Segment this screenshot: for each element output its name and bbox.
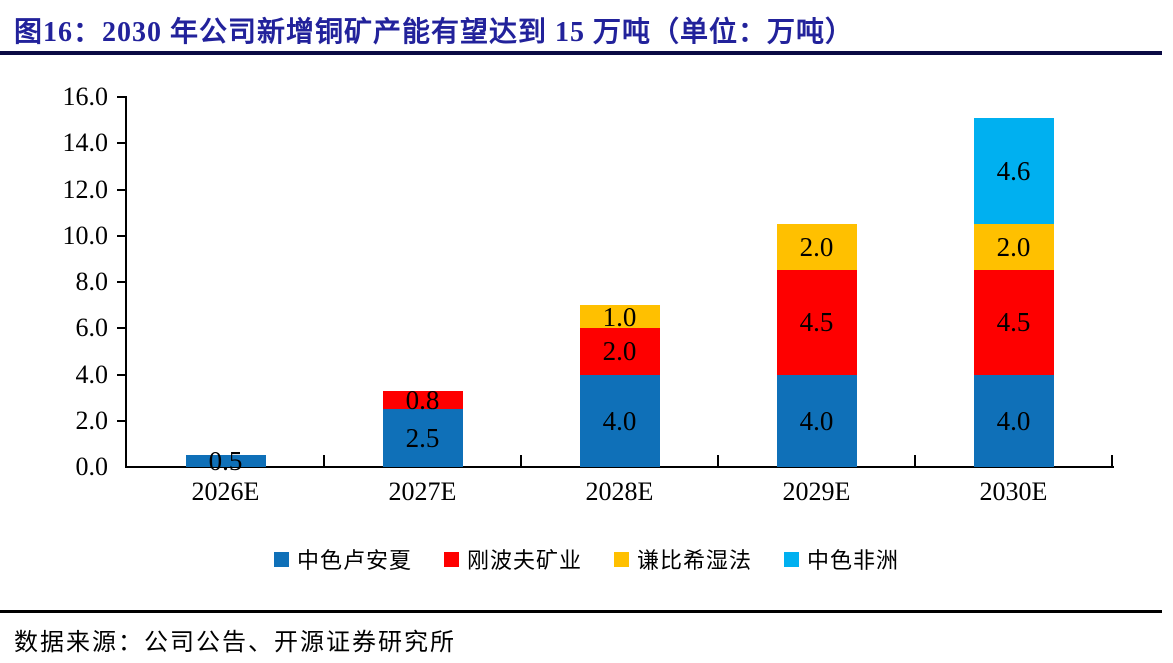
y-axis-tick-label: 16.0 (62, 82, 109, 111)
legend-swatch-icon (784, 551, 800, 567)
legend-swatch-icon (614, 551, 629, 567)
bar-segment (973, 270, 1054, 375)
y-axis-tick (117, 188, 125, 191)
bar-segment-value: 4.5 (996, 307, 1031, 338)
bar-segment (185, 455, 266, 467)
x-axis-tick (914, 455, 916, 467)
y-axis-tick (117, 234, 125, 237)
y-axis-line (125, 96, 127, 468)
y-axis-tick (117, 327, 125, 330)
bar-segment-value: 0.5 (208, 446, 243, 477)
bar-segment-value: 4.0 (602, 405, 637, 436)
x-axis-category-label: 2027E (388, 477, 457, 506)
legend-label: 刚波夫矿业 (466, 548, 582, 573)
y-axis-tick (117, 142, 125, 145)
bar-segment (579, 374, 660, 467)
y-axis-tick-label: 6.0 (75, 313, 109, 343)
y-axis-tick (117, 419, 125, 422)
bar-segment-value: 2.0 (602, 336, 637, 367)
x-axis-category-label: 2029E (782, 477, 851, 506)
data-source-note: 数据来源：公司公告、开源证券研究所 (14, 630, 456, 656)
bar-segment (973, 224, 1054, 271)
y-axis-tick (117, 96, 125, 98)
y-axis-tick (117, 373, 125, 376)
bar-segment (776, 374, 857, 467)
bar-segment (579, 328, 660, 375)
bar-segment (776, 224, 857, 271)
figure-title: 图16：2030 年公司新增铜矿产能有望达到 15 万吨（单位：万吨） (14, 17, 855, 48)
legend-label: 中色卢安夏 (296, 548, 412, 573)
bar-segment-value: 4.6 (996, 156, 1031, 186)
legend-item: 谦比希湿法 (614, 543, 752, 575)
x-axis-tick (717, 455, 719, 467)
bar-segment-value: 4.0 (799, 405, 834, 436)
y-axis-tick-label: 4.0 (75, 359, 109, 389)
bar-segment-value: 4.5 (799, 307, 834, 338)
legend-swatch-icon (273, 551, 289, 567)
x-axis-line (125, 466, 1114, 468)
chart-legend: 中色卢安夏 刚波夫矿业 谦比希湿法 中色非洲 (0, 543, 1173, 575)
y-axis-tick (117, 281, 125, 283)
source-divider (0, 610, 1162, 613)
title-divider (0, 51, 1162, 55)
bar-segment-value: 2.0 (996, 232, 1031, 263)
bar-segment (382, 390, 463, 410)
y-axis-tick-label: 14.0 (62, 128, 109, 158)
bar-segment-value: 2.0 (799, 232, 834, 263)
legend-item: 中色非洲 (784, 543, 899, 575)
x-axis-category-label: 2028E (585, 477, 654, 506)
bar-segment-value: 1.0 (602, 301, 637, 332)
y-axis-tick-label: 10.0 (62, 220, 109, 250)
legend-item: 中色卢安夏 (273, 543, 412, 575)
bar-segment (973, 117, 1054, 225)
legend-swatch-icon (443, 551, 459, 567)
x-axis-category-label: 2026E (191, 477, 260, 506)
bar-segment (776, 270, 857, 375)
legend-item: 刚波夫矿业 (443, 543, 582, 575)
bar-segment (579, 305, 660, 329)
y-axis-tick-label: 8.0 (75, 267, 109, 296)
bar-segment (973, 374, 1054, 467)
stacked-bar-chart: 0.0 2.0 4.0 6.0 8.0 10.0 12.0 14.0 16.0 0.5 2026E 2… (0, 56, 1173, 536)
legend-label: 中色非洲 (807, 548, 900, 573)
y-axis-tick-label: 12.0 (62, 174, 109, 204)
legend-label: 谦比希湿法 (637, 548, 753, 573)
bar-segment-value: 0.8 (405, 384, 440, 415)
y-axis-tick-label: 2.0 (75, 405, 109, 435)
bar-segment (382, 409, 463, 467)
x-axis-tick (520, 455, 522, 467)
y-axis-tick-label: 0.0 (75, 452, 109, 481)
x-axis-tick (1111, 455, 1113, 467)
bar-segment-value: 4.0 (996, 405, 1031, 436)
x-axis-category-label: 2030E (979, 477, 1048, 506)
x-axis-tick (323, 455, 325, 467)
bar-segment-value: 2.5 (405, 423, 440, 454)
